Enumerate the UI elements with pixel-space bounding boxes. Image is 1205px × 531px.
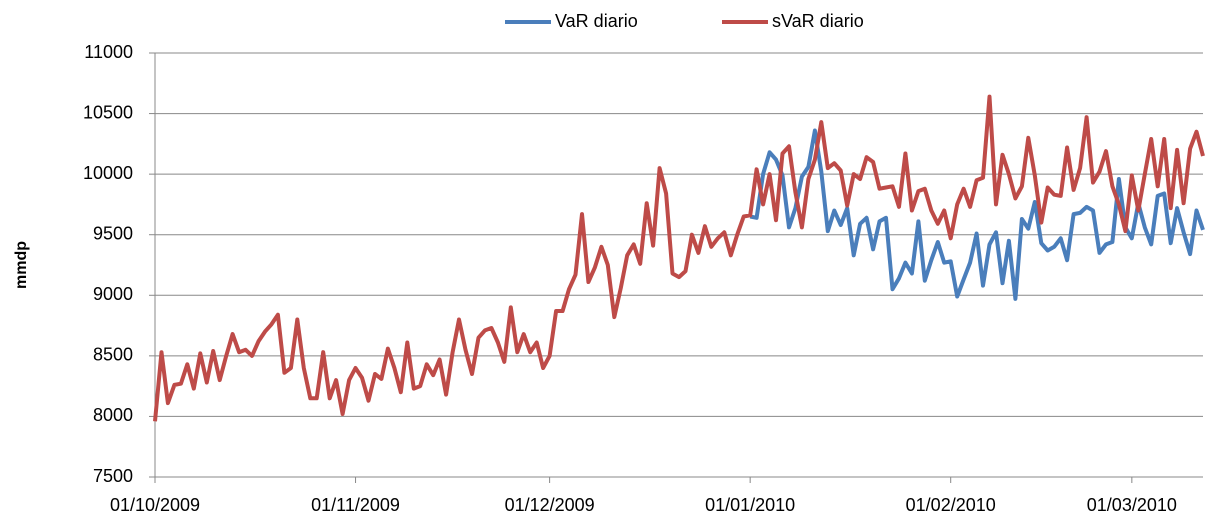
y-tick-label: 7500	[93, 466, 133, 486]
y-tick-label: 8000	[93, 405, 133, 425]
x-tick-label: 01/02/2010	[906, 495, 996, 515]
y-tick-label: 10500	[83, 102, 133, 122]
y-tick-label: 10000	[83, 163, 133, 183]
y-tick-label: 11000	[84, 42, 133, 62]
legend-label: sVaR diario	[772, 11, 864, 31]
x-tick-label: 01/12/2009	[505, 495, 595, 515]
y-tick-label: 8500	[93, 345, 133, 365]
legend-label: VaR diario	[555, 11, 638, 31]
series-line	[153, 94, 1205, 422]
y-tick-label: 9500	[93, 223, 133, 243]
x-tick-label: 01/10/2009	[110, 495, 200, 515]
x-tick-label: 01/01/2010	[705, 495, 795, 515]
x-tick-label: 01/11/2009	[311, 495, 400, 515]
x-tick-label: 01/03/2010	[1087, 495, 1177, 515]
y-axis-label: mmdp	[13, 241, 30, 289]
y-tick-label: 9000	[93, 284, 133, 304]
series-line	[749, 128, 1205, 301]
